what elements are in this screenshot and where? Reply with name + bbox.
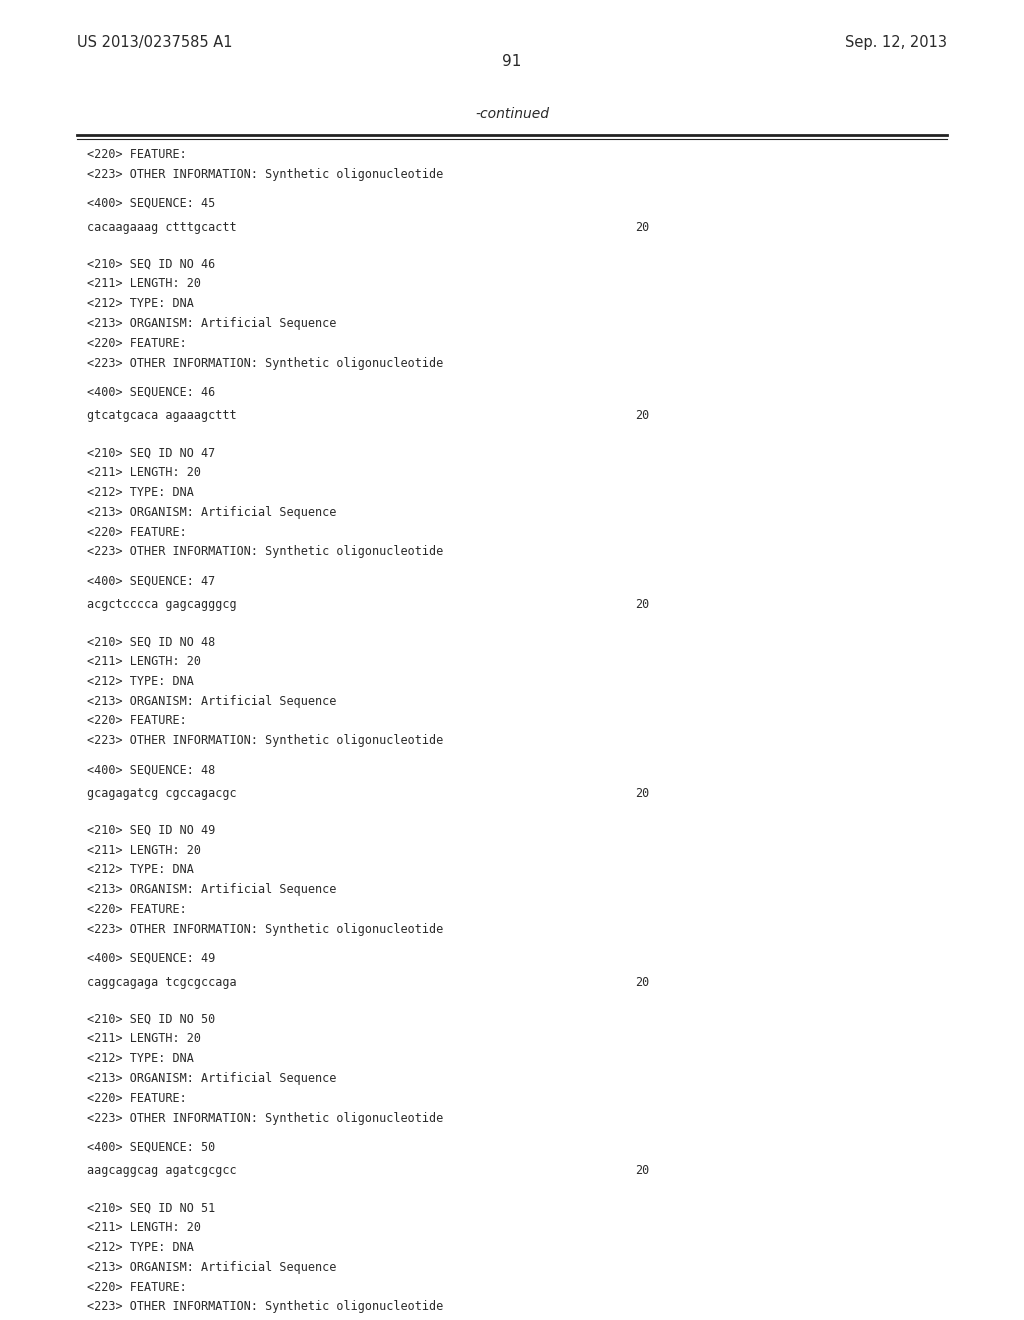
Text: <213> ORGANISM: Artificial Sequence: <213> ORGANISM: Artificial Sequence (87, 317, 337, 330)
Text: <223> OTHER INFORMATION: Synthetic oligonucleotide: <223> OTHER INFORMATION: Synthetic oligo… (87, 734, 443, 747)
Text: <210> SEQ ID NO 48: <210> SEQ ID NO 48 (87, 635, 215, 648)
Text: gcagagatcg cgccagacgc: gcagagatcg cgccagacgc (87, 787, 237, 800)
Text: <210> SEQ ID NO 47: <210> SEQ ID NO 47 (87, 446, 215, 459)
Text: <213> ORGANISM: Artificial Sequence: <213> ORGANISM: Artificial Sequence (87, 1261, 337, 1274)
Text: -continued: -continued (475, 107, 549, 121)
Text: <220> FEATURE:: <220> FEATURE: (87, 525, 186, 539)
Text: 20: 20 (635, 975, 649, 989)
Text: acgctcccca gagcagggcg: acgctcccca gagcagggcg (87, 598, 237, 611)
Text: <400> SEQUENCE: 50: <400> SEQUENCE: 50 (87, 1140, 215, 1154)
Text: <223> OTHER INFORMATION: Synthetic oligonucleotide: <223> OTHER INFORMATION: Synthetic oligo… (87, 545, 443, 558)
Text: cacaagaaag ctttgcactt: cacaagaaag ctttgcactt (87, 222, 237, 235)
Text: aagcaggcag agatcgcgcc: aagcaggcag agatcgcgcc (87, 1164, 237, 1177)
Text: <211> LENGTH: 20: <211> LENGTH: 20 (87, 655, 201, 668)
Text: <223> OTHER INFORMATION: Synthetic oligonucleotide: <223> OTHER INFORMATION: Synthetic oligo… (87, 356, 443, 370)
Text: <210> SEQ ID NO 49: <210> SEQ ID NO 49 (87, 824, 215, 837)
Text: <210> SEQ ID NO 50: <210> SEQ ID NO 50 (87, 1012, 215, 1026)
Text: <220> FEATURE:: <220> FEATURE: (87, 1280, 186, 1294)
Text: <211> LENGTH: 20: <211> LENGTH: 20 (87, 277, 201, 290)
Text: <211> LENGTH: 20: <211> LENGTH: 20 (87, 1032, 201, 1045)
Text: <213> ORGANISM: Artificial Sequence: <213> ORGANISM: Artificial Sequence (87, 1072, 337, 1085)
Text: <220> FEATURE:: <220> FEATURE: (87, 714, 186, 727)
Text: <212> TYPE: DNA: <212> TYPE: DNA (87, 1241, 194, 1254)
Text: <212> TYPE: DNA: <212> TYPE: DNA (87, 297, 194, 310)
Text: <223> OTHER INFORMATION: Synthetic oligonucleotide: <223> OTHER INFORMATION: Synthetic oligo… (87, 1111, 443, 1125)
Text: <400> SEQUENCE: 46: <400> SEQUENCE: 46 (87, 385, 215, 399)
Text: 20: 20 (635, 409, 649, 422)
Text: 20: 20 (635, 222, 649, 235)
Text: <400> SEQUENCE: 47: <400> SEQUENCE: 47 (87, 574, 215, 587)
Text: <220> FEATURE:: <220> FEATURE: (87, 1092, 186, 1105)
Text: <223> OTHER INFORMATION: Synthetic oligonucleotide: <223> OTHER INFORMATION: Synthetic oligo… (87, 168, 443, 181)
Text: gtcatgcaca agaaagcttt: gtcatgcaca agaaagcttt (87, 409, 237, 422)
Text: <211> LENGTH: 20: <211> LENGTH: 20 (87, 1221, 201, 1234)
Text: <212> TYPE: DNA: <212> TYPE: DNA (87, 1052, 194, 1065)
Text: <213> ORGANISM: Artificial Sequence: <213> ORGANISM: Artificial Sequence (87, 883, 337, 896)
Text: <211> LENGTH: 20: <211> LENGTH: 20 (87, 466, 201, 479)
Text: 20: 20 (635, 1164, 649, 1177)
Text: <223> OTHER INFORMATION: Synthetic oligonucleotide: <223> OTHER INFORMATION: Synthetic oligo… (87, 923, 443, 936)
Text: <212> TYPE: DNA: <212> TYPE: DNA (87, 863, 194, 876)
Text: <212> TYPE: DNA: <212> TYPE: DNA (87, 486, 194, 499)
Text: <220> FEATURE:: <220> FEATURE: (87, 337, 186, 350)
Text: 91: 91 (503, 54, 521, 69)
Text: <220> FEATURE:: <220> FEATURE: (87, 148, 186, 161)
Text: <210> SEQ ID NO 51: <210> SEQ ID NO 51 (87, 1201, 215, 1214)
Text: <400> SEQUENCE: 45: <400> SEQUENCE: 45 (87, 197, 215, 210)
Text: <220> FEATURE:: <220> FEATURE: (87, 903, 186, 916)
Text: Sep. 12, 2013: Sep. 12, 2013 (845, 36, 947, 50)
Text: <400> SEQUENCE: 49: <400> SEQUENCE: 49 (87, 952, 215, 965)
Text: <212> TYPE: DNA: <212> TYPE: DNA (87, 675, 194, 688)
Text: <223> OTHER INFORMATION: Synthetic oligonucleotide: <223> OTHER INFORMATION: Synthetic oligo… (87, 1300, 443, 1313)
Text: <400> SEQUENCE: 48: <400> SEQUENCE: 48 (87, 763, 215, 776)
Text: 20: 20 (635, 598, 649, 611)
Text: <210> SEQ ID NO 46: <210> SEQ ID NO 46 (87, 257, 215, 271)
Text: 20: 20 (635, 787, 649, 800)
Text: <213> ORGANISM: Artificial Sequence: <213> ORGANISM: Artificial Sequence (87, 506, 337, 519)
Text: caggcagaga tcgcgccaga: caggcagaga tcgcgccaga (87, 975, 237, 989)
Text: <211> LENGTH: 20: <211> LENGTH: 20 (87, 843, 201, 857)
Text: <213> ORGANISM: Artificial Sequence: <213> ORGANISM: Artificial Sequence (87, 694, 337, 708)
Text: US 2013/0237585 A1: US 2013/0237585 A1 (77, 36, 232, 50)
